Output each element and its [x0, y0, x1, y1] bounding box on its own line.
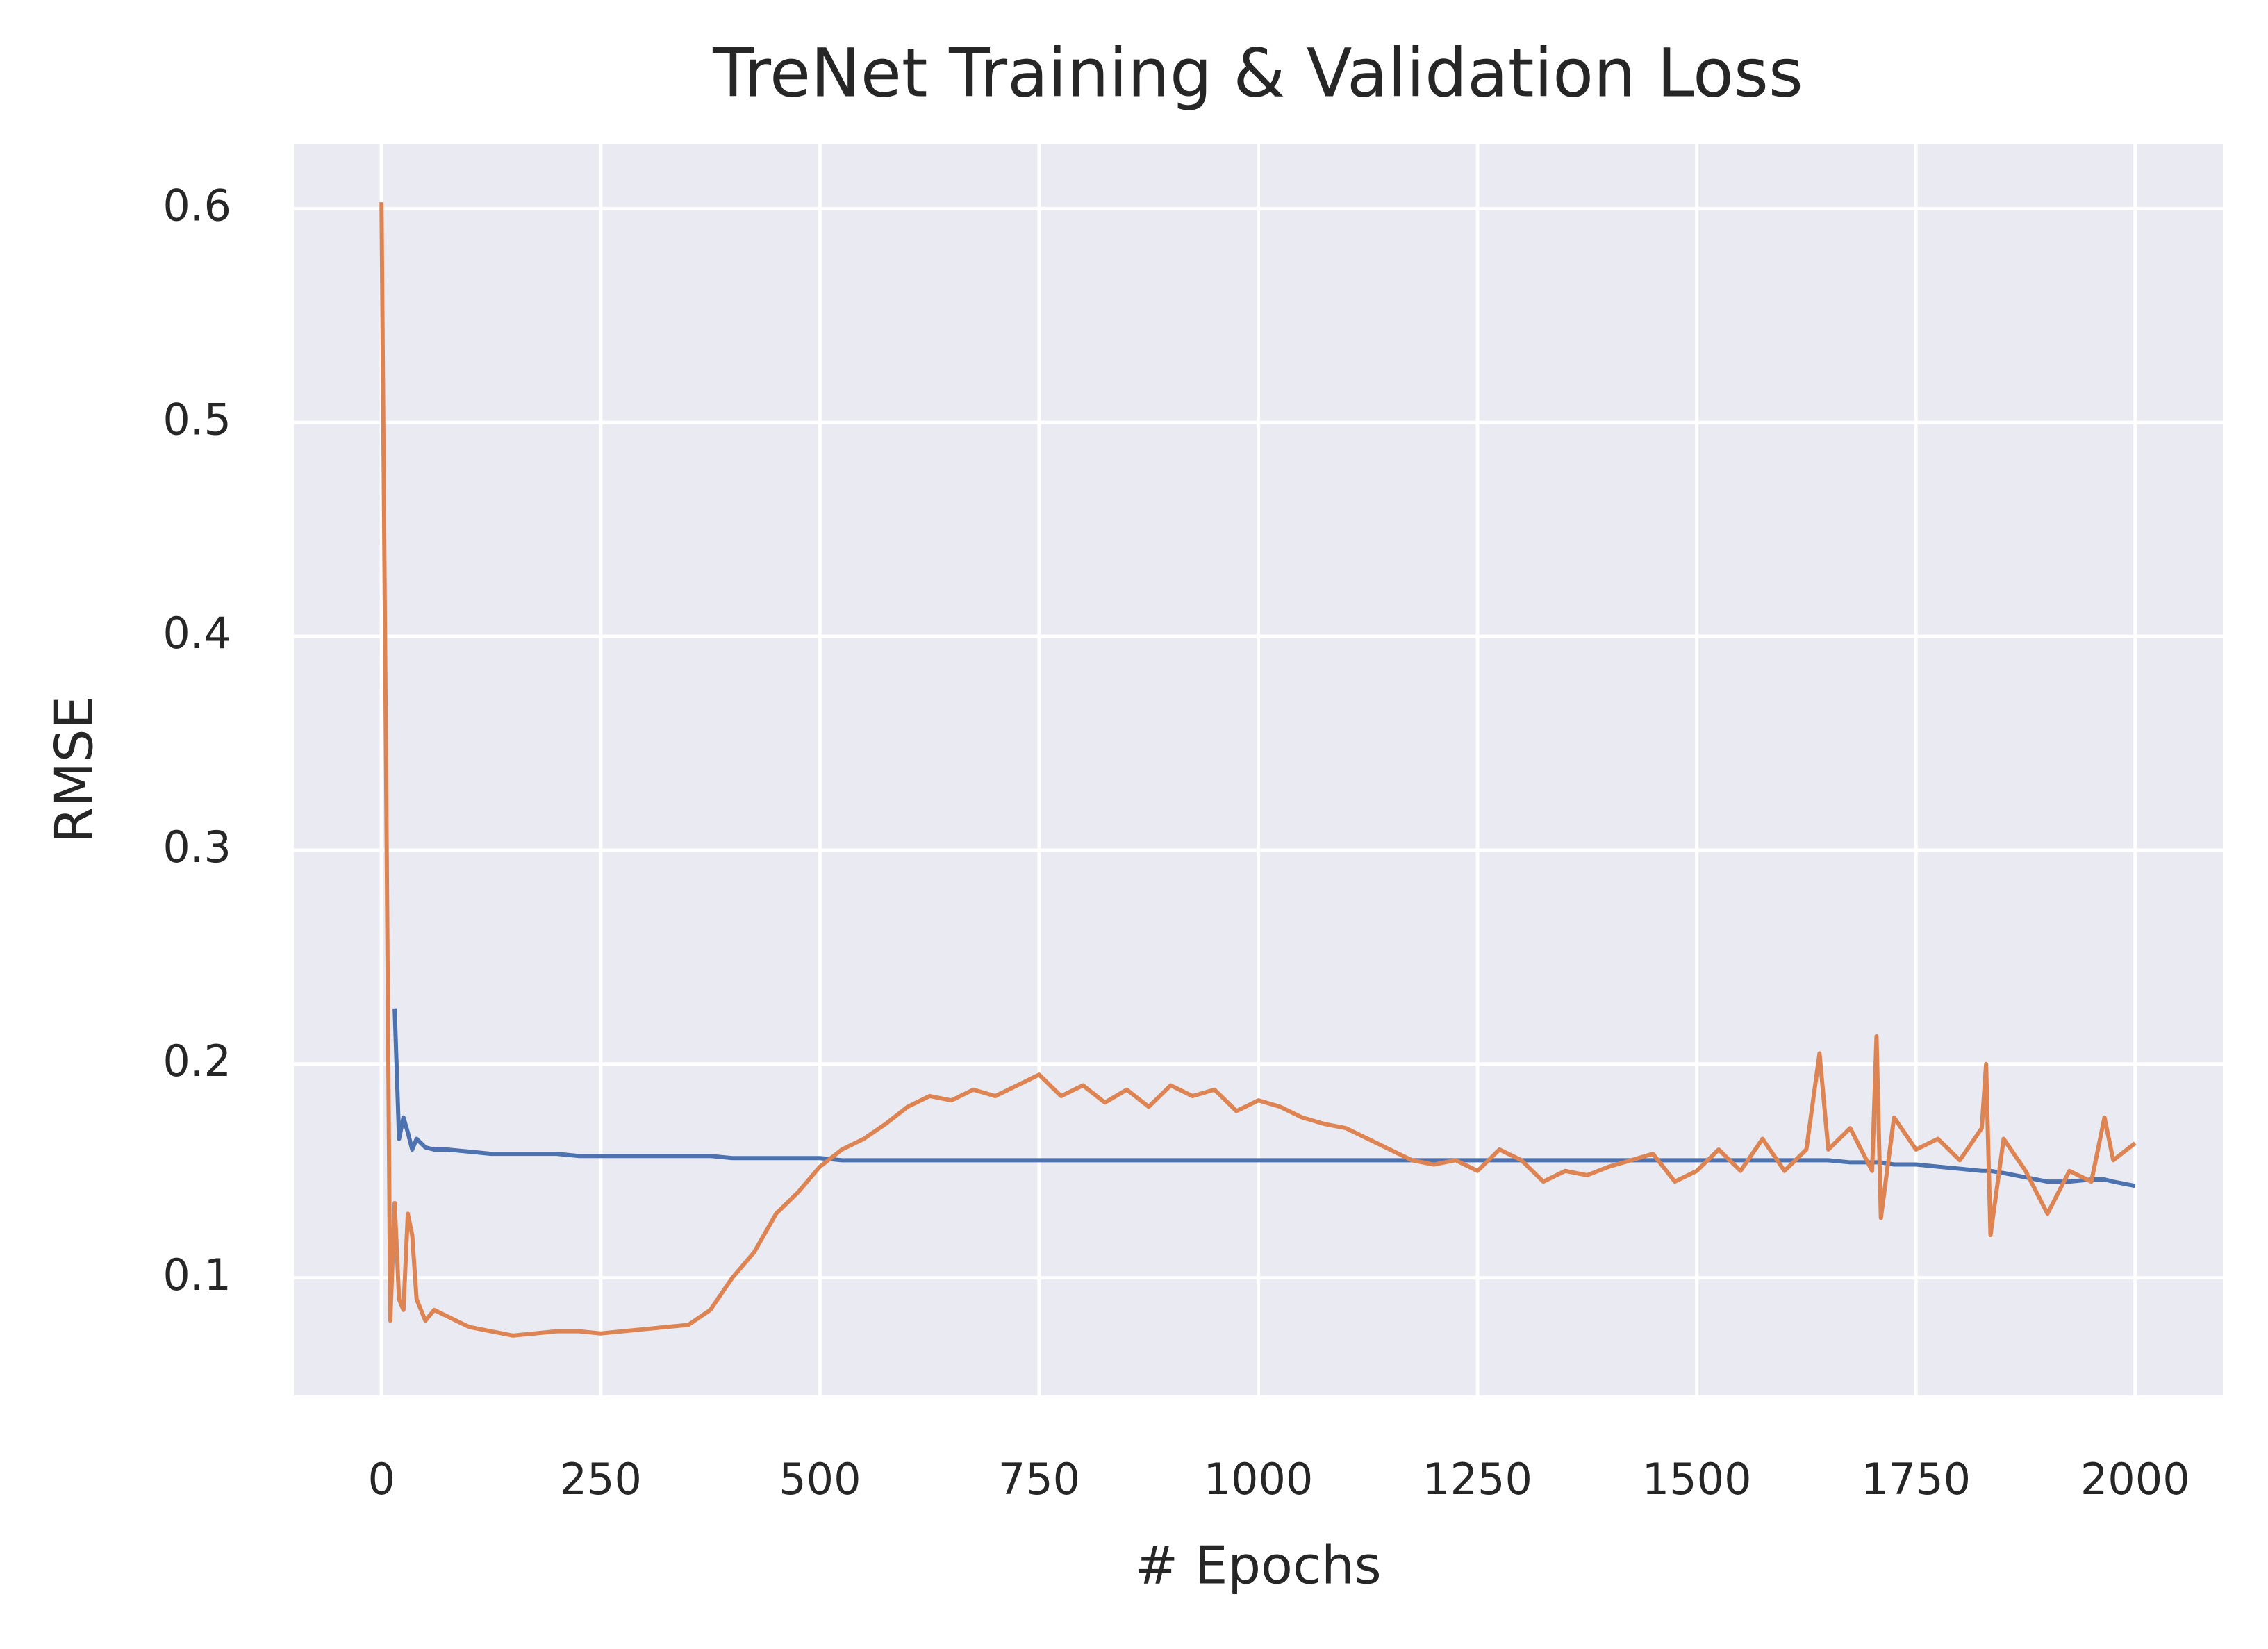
x-axis-label: # Epochs — [1134, 1535, 1381, 1596]
x-tick-label: 1000 — [1204, 1454, 1314, 1505]
x-tick-label: 1500 — [1642, 1454, 1752, 1505]
x-tick-label: 1250 — [1423, 1454, 1532, 1505]
y-tick-label: 0.4 — [163, 608, 231, 658]
x-tick-label: 1750 — [1861, 1454, 1971, 1505]
lines — [379, 202, 2137, 1338]
x-tick-label: 250 — [560, 1454, 642, 1505]
y-tick-label: 0.5 — [163, 394, 231, 445]
x-tick-label: 0 — [368, 1454, 395, 1505]
y-tick-label: 0.6 — [163, 180, 231, 231]
y-tick-label: 0.2 — [163, 1036, 231, 1086]
y-axis-label: RMSE — [44, 696, 105, 843]
y-tick-label: 0.1 — [163, 1250, 231, 1300]
x-tick-label: 500 — [779, 1454, 861, 1505]
grid — [294, 144, 2223, 1395]
y-tick-label: 0.3 — [163, 822, 231, 872]
x-tick-label: 2000 — [2080, 1454, 2190, 1505]
x-tick-label: 750 — [998, 1454, 1080, 1505]
labels: 0.1 0.2 0.3 0.4 0.5 0.6 0 250 500 750 1000 1250 1500… — [163, 180, 2190, 1505]
chart-title: TreNet Training & Validation Loss — [712, 34, 1803, 112]
line-series — [379, 202, 2137, 1338]
